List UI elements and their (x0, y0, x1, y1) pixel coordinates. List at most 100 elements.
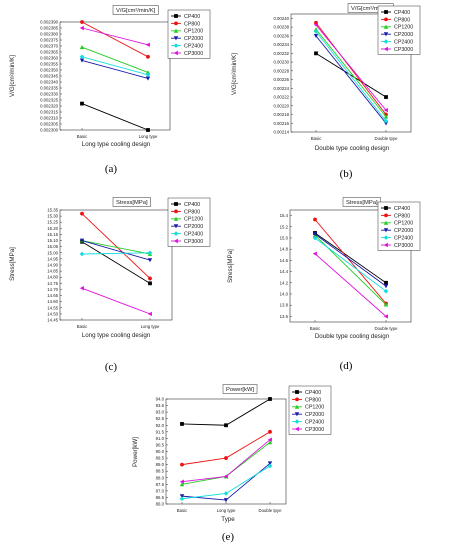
y-tick-label: 0.00226 (273, 77, 289, 82)
legend-label-cp2000: CP2000 (305, 412, 324, 418)
legend-marker-cp1200 (173, 216, 179, 221)
y-tick-label: 0.002375 (40, 38, 59, 43)
data-point-cp3000 (312, 251, 317, 256)
y-tick-label: 14.75 (47, 281, 58, 286)
y-tick-label: 86.5 (156, 495, 165, 500)
legend-label-cp3000: CP3000 (184, 239, 203, 245)
data-point-cp2000 (313, 33, 319, 39)
y-tick-label: 15.05 (47, 244, 58, 249)
legend-label-cp3000: CP3000 (394, 47, 413, 53)
y-axis-label: V/G[cm²/min/K] (9, 55, 16, 97)
data-point-cp400 (180, 422, 184, 426)
y-tick-label: 14.0 (280, 292, 289, 297)
x-tick-label: Double tpye (259, 508, 283, 513)
y-tick-label: 92.0 (156, 423, 165, 428)
series-line-cp2000 (314, 233, 387, 287)
x-tick-label: Double tpye (375, 136, 399, 141)
legend-label-cp1200: CP1200 (394, 25, 413, 31)
legend-label-cp400: CP400 (394, 206, 410, 212)
data-point-cp3000 (179, 479, 184, 484)
legend-box (377, 5, 421, 55)
x-tick-label: Basic (177, 508, 188, 513)
legend-marker-cp3000 (173, 238, 178, 244)
legend-marker-cp400 (174, 202, 178, 206)
y-tick-label: 89.5 (156, 456, 165, 461)
data-point-cp800 (148, 276, 152, 281)
legend-marker-cp400 (174, 14, 178, 18)
series-line-cp800 (314, 219, 387, 304)
data-point-cp2000 (267, 461, 273, 466)
legend-label-cp1200: CP1200 (184, 29, 203, 35)
y-tick-label: 15.10 (47, 238, 58, 243)
y-tick-label: 0.00236 (273, 33, 289, 38)
legend-marker-cp2400 (173, 43, 179, 48)
y-tick-label: 0.002385 (40, 26, 59, 31)
data-point-cp2400 (145, 72, 151, 78)
series-line-cp800 (315, 22, 387, 115)
legend-label-cp2400: CP2400 (184, 232, 203, 238)
data-point-cp3000 (267, 437, 272, 442)
y-tick-label: 14.65 (47, 293, 58, 298)
legend-label-cp2000: CP2000 (394, 228, 413, 234)
y-tick-label: 91.5 (156, 429, 165, 434)
series-line-cp2400 (315, 31, 387, 122)
series-line-cp800 (81, 213, 151, 279)
y-tick-label: 14.85 (47, 269, 58, 274)
data-point-cp800 (224, 456, 228, 460)
y-tick-label: 0.002310 (40, 116, 59, 121)
data-point-cp1200 (383, 302, 389, 307)
y-tick-label: 14.50 (47, 311, 58, 316)
x-tick-label: Long type (217, 508, 236, 513)
y-tick-label: 15.30 (47, 214, 58, 219)
y-tick-label: 0.00240 (273, 16, 289, 21)
legend-label-cp800: CP800 (305, 397, 321, 403)
series-line-cp2000 (81, 59, 149, 79)
y-tick-label: 0.00222 (273, 95, 289, 100)
legend-marker-cp400 (384, 10, 388, 14)
chart-panel-d: Stress[MPa] 15.4 15.2 15.0 14.8 14.6 14.4 14.2 1… (227, 197, 421, 372)
y-tick-label: 0.00234 (273, 42, 289, 47)
series-line-cp2400 (81, 252, 151, 255)
legend-label-cp800: CP800 (394, 17, 410, 23)
legend-box (167, 197, 211, 247)
data-point-cp800 (146, 54, 150, 59)
y-tick-label: 0.002325 (40, 98, 59, 103)
legend-label-cp2400: CP2400 (184, 44, 203, 50)
y-tick-label: 88.5 (156, 469, 165, 474)
legend-marker-cp3000 (383, 46, 388, 52)
legend-label-cp800: CP800 (184, 209, 200, 215)
legend-box (377, 201, 421, 251)
legend-marker-cp1200 (383, 24, 389, 29)
data-point-cp800 (268, 429, 272, 434)
plot-frame (289, 209, 412, 323)
y-axis-label: Stress[MPa] (9, 247, 16, 281)
y-tick-label: 14.4 (280, 269, 289, 274)
series-line-cp400 (181, 398, 271, 426)
data-point-cp1200 (179, 482, 185, 487)
y-tick-label: 94.0 (156, 397, 165, 402)
data-point-cp800 (80, 211, 84, 216)
data-point-cp400 (80, 101, 84, 106)
y-tick-label: 14.8 (280, 247, 289, 252)
series-line-cp400 (314, 232, 387, 284)
data-point-cp2400 (147, 250, 153, 256)
plot-frame (290, 13, 412, 133)
chart-title: Stress[MPa] (346, 200, 378, 206)
y-tick-label: 89.0 (156, 462, 165, 467)
x-tick-label: Long type (139, 134, 158, 139)
legend-marker-cp3000 (294, 426, 299, 432)
y-tick-label: 0.00230 (273, 60, 289, 65)
legend-marker-cp2400 (383, 235, 389, 240)
legend-marker-cp800 (295, 397, 299, 402)
y-tick-label: 0.00232 (273, 51, 289, 56)
data-point-cp2000 (383, 121, 389, 126)
y-tick-label: 0.002315 (40, 110, 59, 115)
y-tick-label: 0.002370 (40, 44, 59, 49)
y-tick-label: 86.0 (156, 502, 165, 507)
y-tick-label: 0.002305 (40, 122, 59, 127)
y-tick-label: 91.0 (156, 436, 165, 441)
y-tick-label: 0.002355 (40, 62, 59, 67)
chart-panel-e: Power[kW]94.093.593.092.592.091.591.090.… (132, 384, 332, 543)
y-tick-label: 15.0 (280, 236, 289, 241)
panel-caption: (b) (340, 168, 353, 180)
